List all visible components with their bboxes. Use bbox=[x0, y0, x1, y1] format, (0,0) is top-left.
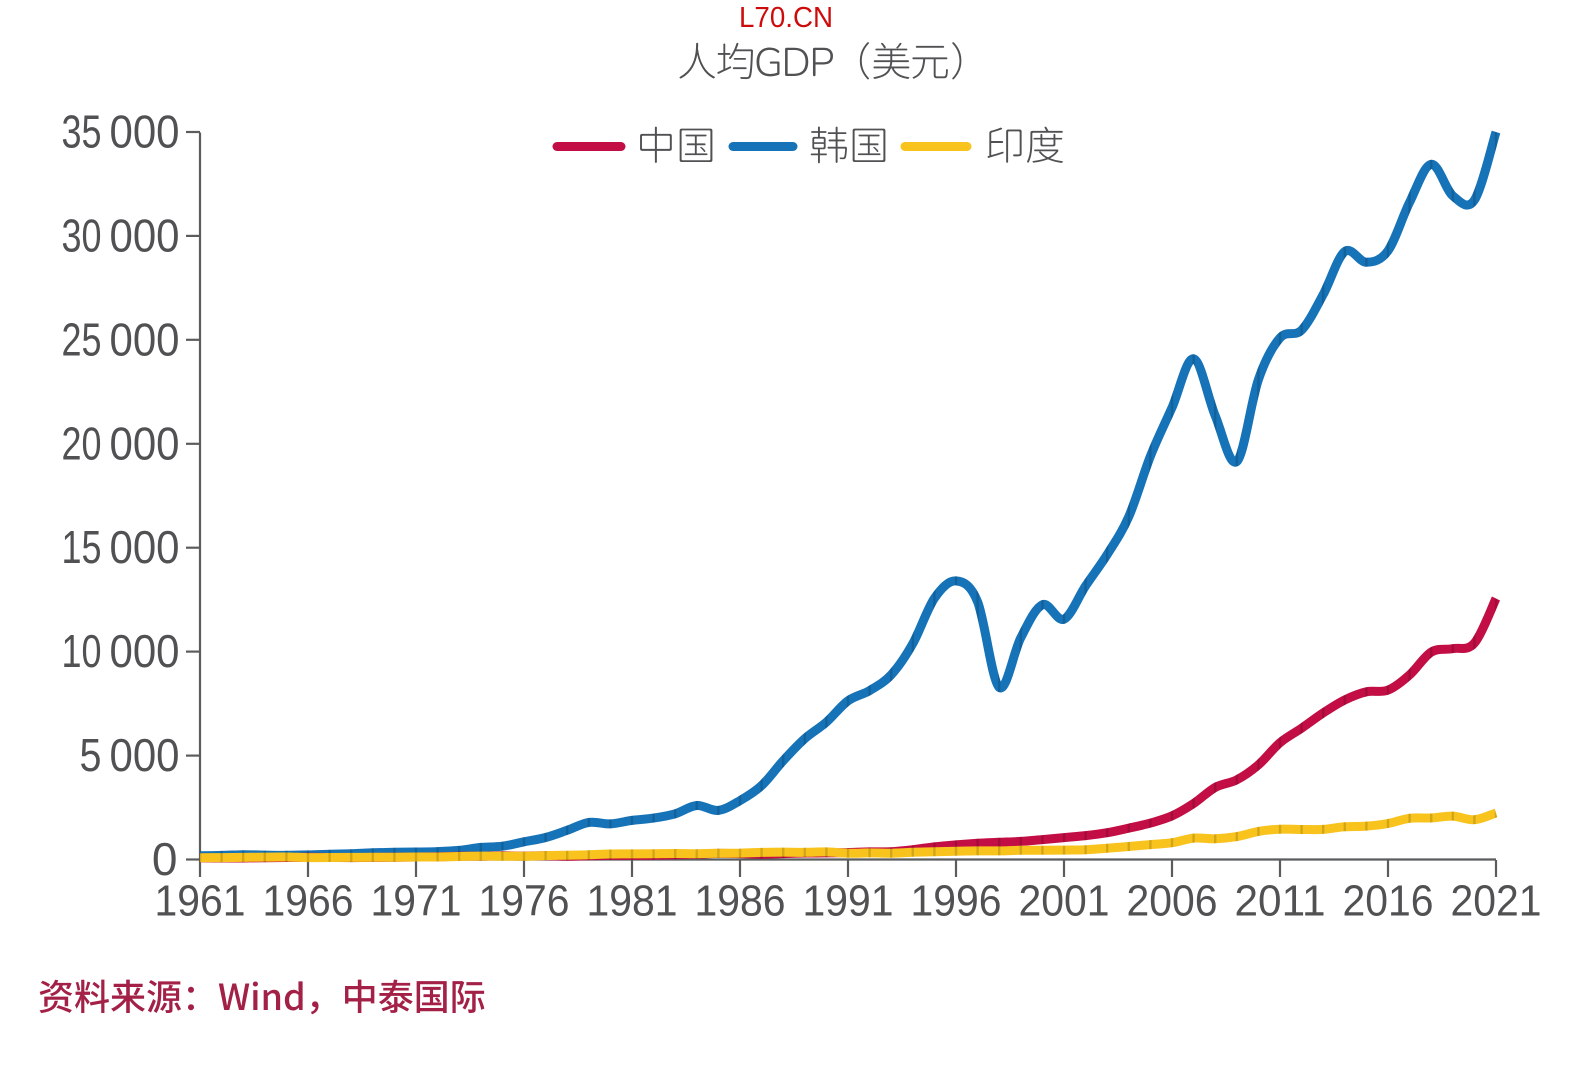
svg-text:000: 000 bbox=[110, 417, 180, 469]
svg-text:5: 5 bbox=[80, 729, 102, 781]
svg-text:000: 000 bbox=[110, 729, 180, 781]
svg-text:1981: 1981 bbox=[587, 877, 678, 926]
svg-text:35: 35 bbox=[62, 106, 102, 158]
svg-text:000: 000 bbox=[110, 313, 180, 365]
svg-text:000: 000 bbox=[110, 106, 180, 158]
svg-text:2016: 2016 bbox=[1343, 877, 1434, 926]
svg-text:2001: 2001 bbox=[1019, 877, 1110, 926]
svg-text:15: 15 bbox=[62, 521, 102, 573]
svg-text:10: 10 bbox=[62, 625, 102, 677]
svg-text:30: 30 bbox=[62, 209, 102, 261]
svg-text:1991: 1991 bbox=[803, 877, 894, 926]
svg-text:2011: 2011 bbox=[1235, 877, 1326, 926]
svg-text:1971: 1971 bbox=[371, 877, 462, 926]
svg-text:L70.CN: L70.CN bbox=[739, 2, 833, 34]
svg-text:1996: 1996 bbox=[911, 877, 1002, 926]
svg-text:000: 000 bbox=[110, 625, 180, 677]
svg-text:20: 20 bbox=[62, 417, 102, 469]
svg-text:1961: 1961 bbox=[155, 877, 246, 926]
svg-text:1986: 1986 bbox=[695, 877, 786, 926]
svg-text:000: 000 bbox=[110, 209, 180, 261]
svg-text:2021: 2021 bbox=[1451, 877, 1542, 926]
svg-text:000: 000 bbox=[110, 521, 180, 573]
svg-text:2006: 2006 bbox=[1127, 877, 1218, 926]
svg-text:0: 0 bbox=[152, 833, 178, 885]
svg-text:1976: 1976 bbox=[479, 877, 570, 926]
svg-text:25: 25 bbox=[62, 313, 102, 365]
svg-text:1966: 1966 bbox=[263, 877, 354, 926]
